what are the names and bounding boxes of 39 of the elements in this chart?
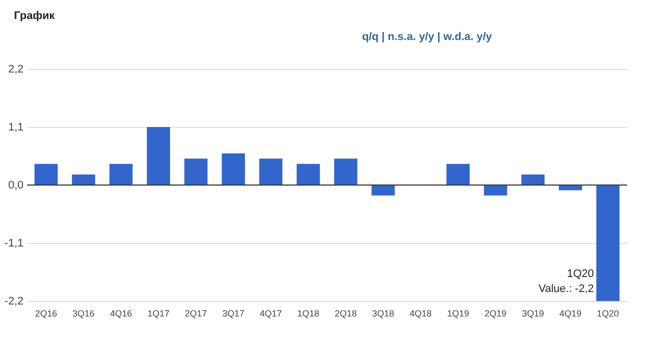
bar bbox=[296, 164, 320, 185]
x-tick-label: 4Q17 bbox=[260, 308, 282, 318]
x-tick-label: 1Q19 bbox=[447, 308, 470, 318]
chart-title: График bbox=[14, 10, 56, 22]
y-tick-label: 2,2 bbox=[8, 64, 24, 76]
bar bbox=[372, 185, 395, 196]
x-tick-label: 3Q16 bbox=[72, 308, 95, 318]
x-tick-label: 3Q19 bbox=[522, 308, 544, 318]
x-tick-label: 2Q17 bbox=[184, 308, 207, 318]
bar bbox=[521, 174, 545, 185]
bar bbox=[146, 127, 170, 185]
x-tick-label: 1Q17 bbox=[147, 308, 170, 318]
annotation: 1Q20 Value.: -2,2 bbox=[538, 268, 594, 295]
x-tick-label: 4Q18 bbox=[410, 308, 432, 318]
x-tick-label: 3Q18 bbox=[372, 308, 394, 318]
y-tick-label: 0,0 bbox=[8, 180, 24, 192]
x-tick-label: 2Q16 bbox=[35, 308, 58, 318]
x-tick-label: 2Q18 bbox=[334, 308, 357, 318]
bar bbox=[222, 153, 245, 185]
y-tick-label: 1,1 bbox=[8, 122, 24, 134]
y-tick-label: -2,2 bbox=[4, 296, 24, 308]
bar bbox=[109, 164, 133, 185]
text: q/q | n.s.a. y/y | w.d.a. y/y bbox=[362, 31, 493, 43]
x-tick-label: 4Q16 bbox=[110, 308, 132, 318]
x-tick-label: 4Q19 bbox=[559, 308, 582, 318]
bar bbox=[184, 158, 208, 185]
bar bbox=[558, 185, 582, 190]
bar bbox=[484, 185, 508, 196]
bar bbox=[34, 164, 58, 185]
x-tick-label: 1Q18 bbox=[297, 308, 320, 318]
bar bbox=[72, 174, 96, 185]
bar bbox=[334, 158, 358, 185]
bar bbox=[259, 158, 282, 185]
bar bbox=[596, 185, 620, 301]
bar bbox=[446, 164, 470, 185]
y-tick-label: -1,1 bbox=[4, 238, 24, 250]
x-tick-label: 3Q17 bbox=[222, 308, 244, 318]
x-tick-label: 1Q20 bbox=[596, 308, 619, 318]
x-tick-label: 2Q19 bbox=[484, 308, 507, 318]
